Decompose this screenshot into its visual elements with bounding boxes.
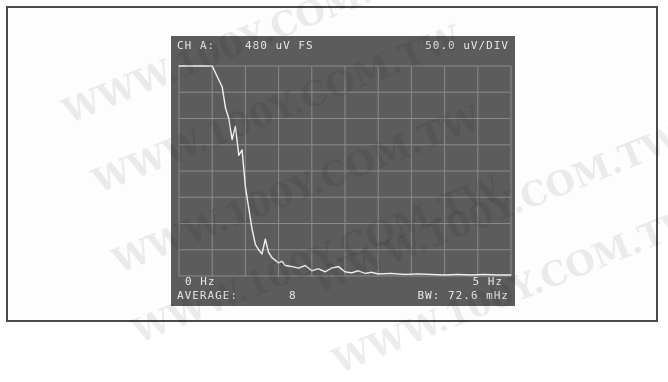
spectrum-plot (178, 65, 512, 277)
trace-points (178, 65, 512, 276)
trace-point (351, 272, 353, 274)
trace-point (254, 243, 256, 246)
trace-point (444, 274, 446, 276)
average-value: 8 (289, 289, 297, 302)
plot-grid (178, 65, 512, 277)
trace-point (324, 271, 326, 273)
trace-point (244, 186, 246, 188)
trace-point (248, 207, 250, 209)
trace-point (370, 271, 373, 273)
full-scale-label: 480 uV FS (245, 39, 314, 52)
trace-point (510, 274, 512, 276)
trace-point (470, 274, 472, 276)
trace-point (211, 65, 213, 67)
trace-point (344, 271, 346, 273)
spectrum-analyzer-screen: CH A: 480 uV FS 50.0 uV/DIV 0 Hz 5 Hz AV… (171, 36, 515, 306)
bandwidth-label: BW: 72.6 mHz (417, 289, 509, 302)
trace-point (221, 86, 223, 88)
trace-point (357, 270, 359, 272)
channel-label: CH A: (177, 39, 216, 52)
trace-point (228, 117, 230, 120)
trace-point (304, 264, 306, 267)
trace-point (231, 138, 233, 141)
average-label: AVERAGE: (177, 289, 238, 302)
trace-point (238, 154, 240, 156)
trace-point (317, 268, 320, 270)
trace-point (390, 272, 393, 274)
trace-point (274, 259, 276, 261)
trace-point (297, 267, 300, 269)
trace-point (271, 257, 273, 259)
trace-point (457, 273, 459, 276)
trace-point (364, 272, 366, 274)
trace-point (241, 149, 243, 151)
trace-point (258, 249, 260, 251)
trace-point (281, 260, 283, 262)
trace-point (268, 251, 270, 253)
trace-point (264, 238, 266, 240)
x-start-label: 0 Hz (185, 275, 216, 288)
trace-point (430, 273, 432, 276)
trace-point (195, 65, 197, 67)
trace-point (178, 65, 180, 67)
trace-point (234, 125, 237, 127)
trace-point (377, 273, 379, 275)
trace-point (483, 273, 486, 276)
figure-frame: CH A: 480 uV FS 50.0 uV/DIV 0 Hz 5 Hz AV… (6, 6, 658, 322)
trace-point (404, 273, 406, 276)
trace-point (251, 228, 253, 230)
scale-per-division-label: 50.0 uV/DIV (425, 39, 509, 52)
trace-point (497, 274, 499, 276)
trace-point (284, 264, 286, 267)
trace-point (224, 107, 227, 109)
trace-point (417, 273, 419, 275)
trace-point (311, 270, 313, 272)
trace-point (291, 265, 293, 268)
trace-point (278, 262, 280, 264)
trace-point (261, 253, 263, 255)
x-end-label: 5 Hz (472, 275, 503, 288)
trace-point (337, 265, 339, 268)
trace-point (331, 267, 333, 269)
